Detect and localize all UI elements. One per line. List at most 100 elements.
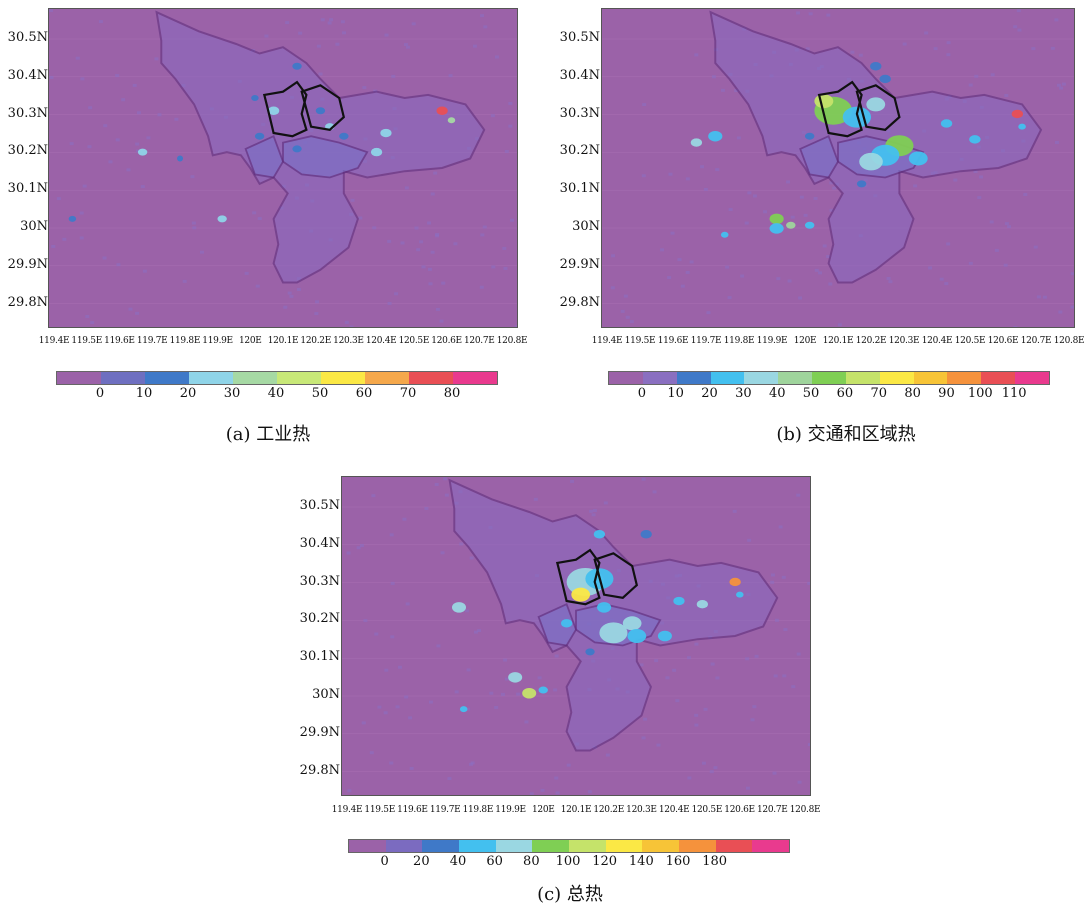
heat-cell (345, 321, 349, 324)
heat-hotspot (452, 602, 466, 612)
heat-cell (1055, 141, 1059, 144)
heat-cell (796, 11, 800, 14)
y-tick-label: 30.4N (560, 69, 600, 83)
heat-cell (503, 267, 507, 270)
heat-hotspot (708, 131, 722, 141)
heat-cell (928, 266, 932, 269)
heat-cell (290, 295, 294, 298)
x-tick-label: 120.7E (757, 805, 788, 815)
x-tick-label: 119.9E (757, 336, 788, 346)
heat-cell (88, 106, 92, 109)
x-tick-label: 120.5E (955, 336, 986, 346)
heat-cell (389, 762, 393, 765)
x-tick-label: 120.1E (268, 336, 299, 346)
heat-cell (745, 657, 749, 660)
x-tick-label: 120.4E (366, 336, 397, 346)
heat-cell (103, 256, 107, 259)
heat-cell (349, 326, 353, 327)
colorbar-segment (321, 372, 365, 384)
heat-cell (491, 114, 495, 117)
heat-hotspot (251, 95, 258, 101)
heat-cell (264, 35, 268, 38)
heat-cell (473, 45, 477, 48)
colorbar-segment (981, 372, 1015, 384)
colorbar-segment (386, 840, 423, 852)
heat-hotspot (69, 216, 76, 222)
colorbar-segment (57, 372, 101, 384)
heat-cell (715, 676, 719, 679)
heat-cell (347, 789, 351, 792)
heat-cell (694, 714, 698, 717)
colorbar-tick: 30 (224, 386, 241, 401)
heat-cell (567, 764, 571, 767)
heat-cell (370, 751, 374, 754)
heat-cell (76, 57, 80, 60)
colorbar-tick: 70 (400, 386, 417, 401)
x-tick-label: 119.8E (170, 336, 201, 346)
heat-cell (321, 18, 325, 21)
heat-cell (135, 143, 139, 146)
y-tick-label: 30N (572, 220, 600, 234)
heat-cell (733, 510, 737, 513)
heat-cell (740, 275, 744, 278)
heat-hotspot (691, 138, 702, 146)
colorbar-tick: 40 (450, 854, 467, 869)
heat-cell (711, 663, 715, 666)
heat-cell (192, 222, 196, 225)
colorbar-tick: 10 (667, 386, 684, 401)
x-tick-label: 120.2E (300, 336, 331, 346)
x-tick-label: 119.9E (202, 336, 233, 346)
heat-cell (797, 653, 801, 656)
heat-cell (555, 655, 559, 658)
heat-cell (440, 320, 444, 323)
x-tick-label: 120.2E (593, 805, 624, 815)
colorbar-tick: 80 (523, 854, 540, 869)
colorbar-segment (744, 372, 778, 384)
heat-cell (502, 247, 506, 250)
panel-caption: (a) 工业热 (226, 420, 311, 446)
colorbar-segment (496, 840, 533, 852)
heat-cell (991, 73, 995, 76)
heat-cell (771, 573, 775, 576)
heat-cell (121, 98, 125, 101)
heat-cell (317, 45, 321, 48)
heat-cell (371, 494, 375, 497)
colorbar-tick: 110 (1002, 386, 1027, 401)
heat-cell (126, 168, 130, 171)
heat-cell (453, 242, 457, 245)
heat-cell (350, 199, 354, 202)
heat-cell (814, 197, 818, 200)
heat-cell (859, 54, 863, 57)
heat-cell (715, 168, 719, 171)
x-tick-label: 119.8E (724, 336, 755, 346)
colorbar-tick: 20 (180, 386, 197, 401)
heat-cell (838, 323, 842, 326)
heat-cell (774, 674, 778, 677)
x-tick-label: 120.8E (790, 805, 821, 815)
heat-cell (660, 248, 664, 251)
heat-cell (990, 220, 994, 223)
heat-cell (115, 74, 119, 77)
heat-cell (99, 20, 103, 23)
y-tick-label: 29.8N (300, 764, 340, 778)
heat-cell (447, 777, 451, 780)
heat-hotspot (292, 63, 301, 70)
heat-map (48, 8, 518, 328)
heat-cell (391, 75, 395, 78)
colorbar (608, 371, 1050, 385)
heat-cell (394, 292, 398, 295)
heat-cell (556, 791, 560, 794)
heat-cell (656, 744, 660, 747)
heat-cell (791, 216, 795, 219)
heat-hotspot (599, 622, 627, 643)
colorbar-tick: 20 (413, 854, 430, 869)
heat-cell (775, 619, 779, 622)
heat-cell (183, 280, 187, 283)
heat-cell (815, 269, 819, 272)
heat-cell (784, 628, 788, 631)
colorbar-segment (422, 840, 459, 852)
heat-cell (362, 86, 366, 89)
x-tick-label: 120.3E (889, 336, 920, 346)
heat-cell (427, 222, 431, 225)
